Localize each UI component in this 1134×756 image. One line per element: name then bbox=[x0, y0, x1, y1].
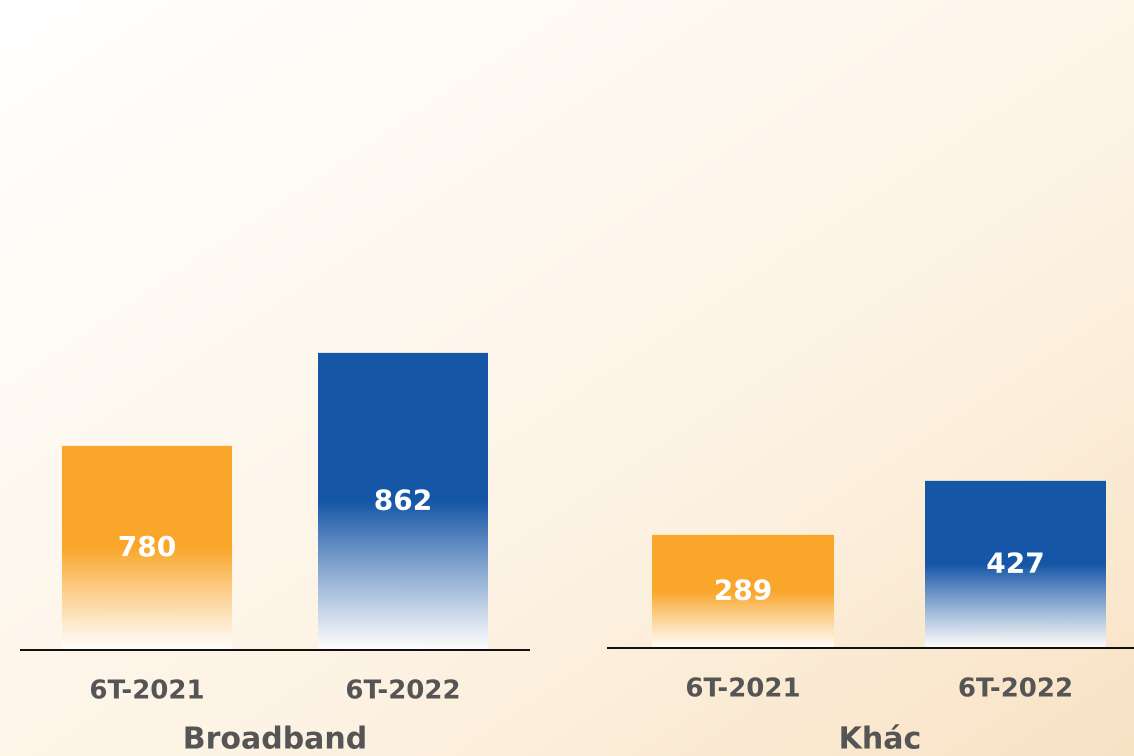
x-tick-label: 6T-2021 bbox=[89, 676, 204, 706]
chart-title: Khác bbox=[839, 722, 922, 756]
value-label: 780 bbox=[118, 530, 176, 563]
bar bbox=[652, 534, 834, 648]
bar bbox=[62, 445, 232, 650]
value-label: 289 bbox=[714, 573, 772, 606]
x-tick-label: 6T-2022 bbox=[345, 676, 460, 706]
chart-title: Broadband bbox=[183, 722, 368, 756]
value-label: 427 bbox=[986, 546, 1044, 579]
value-label: 862 bbox=[374, 483, 432, 516]
bar bbox=[318, 352, 488, 650]
x-tick-label: 6T-2021 bbox=[685, 674, 800, 704]
x-tick-label: 6T-2022 bbox=[958, 674, 1073, 704]
bar bbox=[925, 480, 1106, 648]
